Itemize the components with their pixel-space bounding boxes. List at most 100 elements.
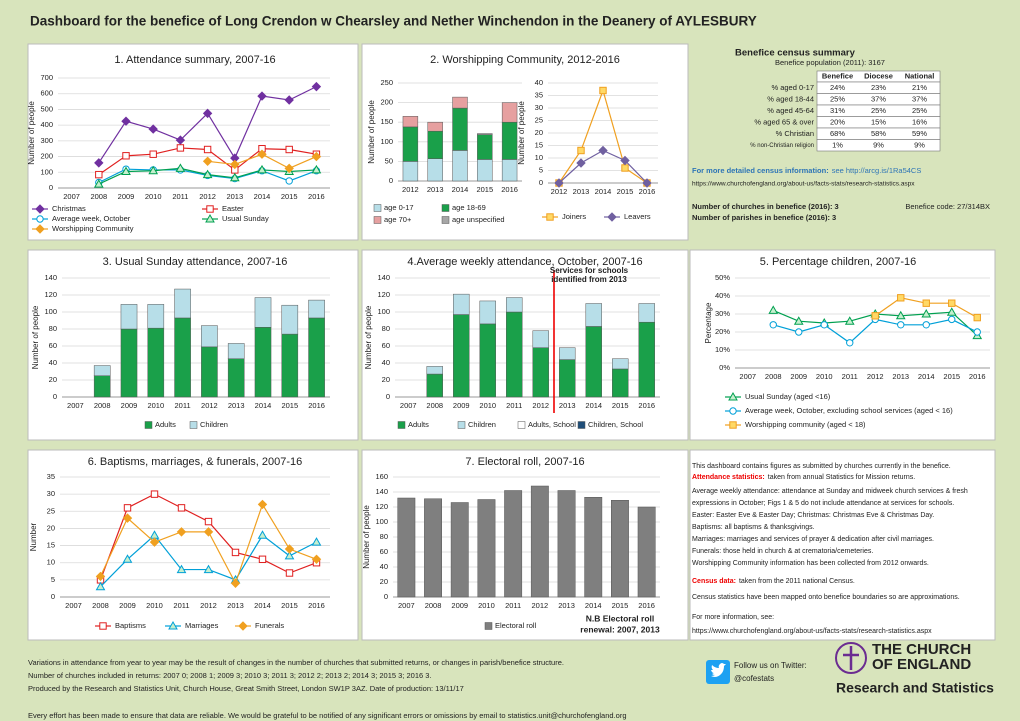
point bbox=[946, 307, 957, 316]
y-tick-label: 40 bbox=[380, 562, 388, 571]
row-label: % non-Christian religion bbox=[750, 143, 814, 149]
bar bbox=[147, 327, 165, 398]
legend-label: Children, School bbox=[588, 420, 643, 429]
point bbox=[123, 504, 132, 512]
table-cell: 20% bbox=[830, 117, 845, 126]
bar bbox=[402, 126, 419, 162]
table-cell: 68% bbox=[830, 129, 845, 138]
chart-title: 2. Worshipping Community, 2012-2016 bbox=[430, 54, 620, 66]
table-row-bg bbox=[816, 139, 941, 152]
footer-line: Produced by the Research and Statistics … bbox=[28, 684, 464, 693]
point bbox=[203, 145, 212, 154]
annotation: identified from 2013 bbox=[551, 275, 627, 284]
bar bbox=[638, 321, 655, 398]
bar bbox=[452, 150, 468, 182]
x-tick-label: 2010 bbox=[478, 601, 495, 610]
panel bbox=[361, 449, 689, 641]
point bbox=[94, 158, 104, 168]
y-tick-label: 0 bbox=[384, 592, 388, 601]
bar bbox=[501, 121, 518, 160]
point bbox=[176, 527, 187, 537]
y-tick-label: 15 bbox=[47, 541, 55, 550]
y-tick-label: 100 bbox=[375, 517, 388, 526]
bar bbox=[450, 502, 469, 598]
point bbox=[230, 159, 240, 170]
twitter-label: Follow us on Twitter: bbox=[734, 661, 807, 670]
x-tick-label: 2015 bbox=[281, 192, 298, 201]
legend-swatch bbox=[577, 421, 586, 429]
table-cell: 58% bbox=[871, 129, 886, 138]
table-cell: 25% bbox=[871, 106, 886, 115]
bar bbox=[611, 500, 629, 598]
x-tick-label: 2016 bbox=[308, 401, 325, 410]
y-tick-label: 60 bbox=[49, 341, 57, 350]
y-tick-label: 60 bbox=[380, 547, 388, 556]
legend-swatch bbox=[206, 205, 214, 213]
y-tick-label: 20 bbox=[535, 128, 543, 137]
y-axis-label: Number of people bbox=[362, 505, 371, 569]
note-label: Census data: bbox=[692, 578, 736, 585]
chart-title: 3. Usual Sunday attendance, 2007-16 bbox=[103, 256, 288, 268]
x-tick-label: 2008 bbox=[426, 401, 443, 410]
x-tick-label: 2009 bbox=[118, 192, 135, 201]
y-tick-label: 5 bbox=[539, 165, 543, 174]
legend-label: Average week, October bbox=[52, 214, 131, 223]
x-tick-label: 2007 bbox=[67, 401, 84, 410]
point bbox=[121, 116, 131, 126]
table-cell: 16% bbox=[912, 117, 927, 126]
note: Funerals: those held in church & at crem… bbox=[692, 548, 873, 555]
y-tick-label: 20 bbox=[47, 523, 55, 532]
legend-label: age 70+ bbox=[384, 215, 412, 224]
point bbox=[285, 177, 293, 185]
row-label: % aged 45-64 bbox=[767, 106, 814, 115]
x-tick-label: 2014 bbox=[595, 187, 612, 196]
x-tick-label: 2011 bbox=[173, 601, 189, 610]
legend-swatch bbox=[168, 620, 178, 630]
logo-text: THE CHURCH bbox=[872, 641, 971, 658]
point bbox=[576, 158, 586, 168]
bar bbox=[477, 499, 496, 598]
bar bbox=[93, 375, 111, 398]
y-tick-label: 10 bbox=[535, 153, 543, 162]
bar bbox=[424, 498, 442, 598]
bar bbox=[427, 158, 443, 182]
y-axis-label: Number bbox=[29, 522, 38, 551]
x-tick-label: 2013 bbox=[558, 601, 575, 610]
note: Worshipping Community information has be… bbox=[692, 560, 929, 567]
bar bbox=[93, 365, 111, 376]
point bbox=[793, 316, 804, 325]
bar bbox=[584, 497, 603, 598]
note: https://www.churchofengland.org/about-us… bbox=[692, 628, 932, 635]
note: Average weekly attendance: attendance at… bbox=[692, 488, 968, 495]
y-tick-label: 35 bbox=[47, 472, 55, 481]
x-tick-label: 2015 bbox=[617, 187, 634, 196]
y-tick-label: 25 bbox=[535, 115, 543, 124]
note-text: taken from the 2011 national Census. bbox=[739, 578, 855, 585]
legend-swatch bbox=[35, 224, 45, 234]
point bbox=[176, 564, 187, 574]
chart-title: 5. Percentage children, 2007-16 bbox=[760, 256, 917, 268]
legend-swatch bbox=[517, 421, 526, 429]
x-tick-label: 2010 bbox=[816, 372, 833, 381]
info-link: see http://arcg.is/1Ra54CS bbox=[832, 166, 922, 175]
chart-title: 1. Attendance summary, 2007-16 bbox=[114, 54, 275, 66]
legend-label: age 0-17 bbox=[384, 203, 414, 212]
bar bbox=[120, 328, 138, 398]
point bbox=[93, 179, 104, 188]
legend-label: age 18-69 bbox=[452, 203, 486, 212]
x-tick-label: 2016 bbox=[969, 372, 986, 381]
x-tick-label: 2013 bbox=[227, 601, 244, 610]
table-cell: 37% bbox=[912, 94, 927, 103]
x-tick-label: 2007 bbox=[398, 601, 415, 610]
x-tick-label: 2007 bbox=[65, 601, 82, 610]
legend-label: Funerals bbox=[255, 621, 284, 630]
y-axis-label: Number of people bbox=[367, 100, 376, 164]
note-text: expressions in October; Figs 1 & 5 do no… bbox=[692, 500, 954, 507]
row-label: % Christian bbox=[776, 129, 814, 138]
point bbox=[257, 530, 268, 539]
note: This dashboard contains figures as submi… bbox=[692, 463, 951, 470]
bar bbox=[638, 303, 655, 323]
point bbox=[122, 554, 133, 563]
y-tick-label: 15 bbox=[535, 140, 543, 149]
